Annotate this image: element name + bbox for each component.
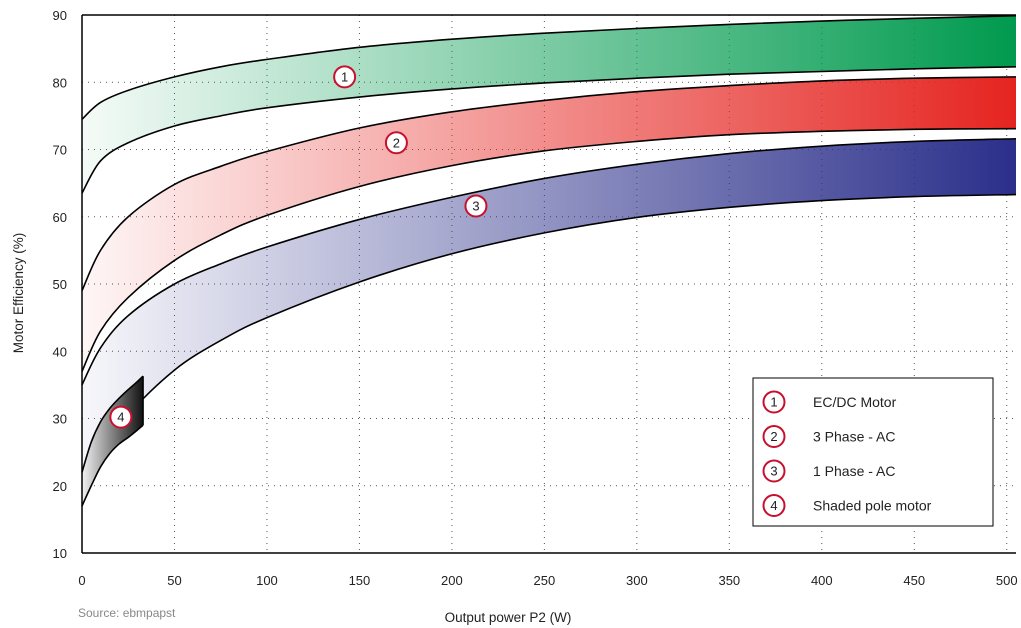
y-tick-label: 80 (53, 75, 67, 90)
x-tick-label: 500 (996, 573, 1018, 588)
band-upper-line-3 (81, 137, 1017, 386)
legend-entry-label: 3 Phase - AC (813, 429, 896, 445)
y-tick-label: 20 (53, 479, 67, 494)
badge-circle (333, 65, 357, 89)
y-tick-label: 40 (53, 344, 67, 359)
legend-box (752, 377, 994, 527)
x-axis-title: Output power P2 (W) (445, 610, 572, 625)
legend-badge-4: 4 (762, 494, 786, 517)
x-tick-label: 450 (903, 573, 925, 588)
band-area-1 (82, 15, 1016, 194)
x-tick-label: 300 (626, 573, 648, 588)
badge-number: 2 (770, 429, 777, 444)
band-markers: 1 2 3 4 (109, 65, 488, 429)
band-marker-4: 4 (109, 405, 133, 429)
badge-circle (384, 131, 408, 155)
badge-number: 2 (393, 135, 400, 150)
x-tick-label: 400 (811, 573, 833, 588)
x-tick-label: 200 (441, 573, 463, 588)
badge-circle (109, 405, 133, 429)
band-upper-line-4 (81, 375, 144, 473)
x-tick-label: 100 (256, 573, 278, 588)
badge-number: 1 (770, 395, 777, 410)
badge-circle (762, 425, 786, 448)
band-lower-line-1 (81, 65, 1017, 194)
x-tick-label: 50 (167, 573, 181, 588)
y-axis-title: Motor Efficiency (%) (11, 233, 26, 354)
y-tick-label: 70 (53, 143, 67, 158)
legend-entry-label: EC/DC Motor (813, 394, 897, 410)
band-lower-line-4 (81, 424, 144, 507)
band-area-2 (82, 76, 1016, 372)
x-tick-label: 350 (718, 573, 740, 588)
source-note: Source: ebmpapst (78, 606, 176, 620)
legend-badge-2: 2 (762, 425, 786, 448)
badge-circle (464, 194, 488, 218)
legend-badge-3: 3 (762, 459, 786, 483)
x-tick-label: 150 (349, 573, 371, 588)
y-tick-label: 10 (53, 546, 67, 561)
legend-badge-1: 1 (762, 390, 786, 414)
legend-entry-label: Shaded pole motor (813, 498, 932, 514)
band-marker-3: 3 (464, 194, 488, 218)
badge-circle (762, 459, 786, 483)
x-tick-label: 250 (534, 573, 556, 588)
legend-entry-label: 1 Phase - AC (813, 463, 896, 479)
y-tick-label: 60 (53, 210, 67, 225)
band-lower-line-3 (81, 193, 1017, 507)
axes: 0 50 100 150 200 250 300 350 400 450 500 10 20 30 40 50… (53, 8, 1018, 588)
y-tick-label: 90 (53, 8, 67, 23)
y-tick-label: 30 (53, 412, 67, 427)
band-lower-line-2 (81, 127, 1017, 372)
band-upper-line-1 (81, 14, 1017, 120)
badge-number: 4 (117, 410, 124, 425)
x-tick-label: 0 (78, 573, 85, 588)
badge-circle (762, 390, 786, 414)
y-tick-label: 50 (53, 277, 67, 292)
band-marker-2: 2 (384, 131, 408, 155)
badge-number: 3 (472, 198, 479, 213)
band-marker-1: 1 (333, 65, 357, 89)
band-upper-line-2 (81, 76, 1017, 292)
band-area-3 (82, 138, 1016, 506)
badge-number: 1 (341, 69, 348, 84)
badge-number: 3 (770, 464, 777, 479)
badge-circle (762, 494, 786, 517)
legend: 1 EC/DC Motor 2 3 Phase - AC 3 1 Phase - AC 4 S… (752, 377, 994, 527)
badge-number: 4 (770, 498, 777, 513)
